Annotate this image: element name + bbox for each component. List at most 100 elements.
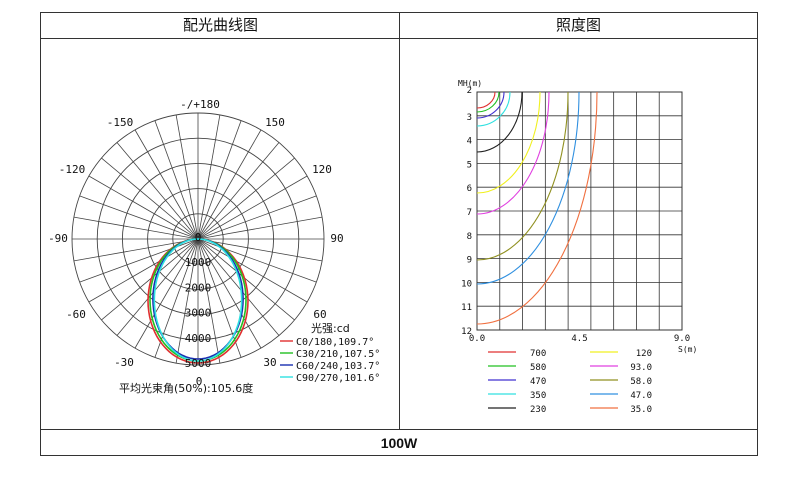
polar-radial-label: 5000: [185, 357, 212, 370]
photometric-sheet: 配光曲线图 照度图 100W: [40, 12, 758, 456]
polar-spoke: [116, 238, 199, 336]
polar-radial-label: 2000: [185, 281, 212, 294]
polar-angle-label: -30: [114, 356, 134, 369]
illum-legend-value: 58.0: [630, 377, 652, 387]
polar-spoke: [197, 142, 280, 240]
illum-legend-value: 47.0: [630, 391, 652, 401]
isolux-curve: [476, 91, 580, 285]
polar-spoke: [154, 120, 199, 240]
illum-y-tick: 6: [467, 184, 472, 194]
illum-legend-value: 350: [530, 391, 546, 401]
polar-spoke: [197, 238, 242, 358]
polar-curves: [147, 238, 249, 364]
isolux-curve: [476, 91, 511, 127]
beam-angle-note: 平均光束角(50%):105.6度: [119, 381, 253, 395]
polar-angle-label: -150: [107, 116, 134, 129]
illum-y-tick: 10: [461, 279, 472, 289]
polar-legend-label: C30/210,107.5°: [296, 349, 380, 360]
illum-x-tick: 4.5: [571, 334, 587, 344]
illuminance-labels: MH(m)2 3 4 5 6 7 8 9 10 11 120.0 4.5 9.0S(m): [458, 79, 697, 354]
isolux-curve: [476, 91, 523, 153]
isolux-curve: [476, 91, 550, 215]
polar-radial-label: 3000: [185, 307, 212, 320]
polar-spoke: [175, 238, 199, 364]
polar-spoke: [197, 238, 308, 303]
illum-y-tick: 2: [467, 86, 472, 96]
column-divider: [399, 13, 400, 429]
intensity-curve: [153, 238, 243, 362]
polar-angle-label: 0: [196, 375, 203, 388]
illum-x-tick: 9.0: [674, 334, 690, 344]
footer-divider: [41, 429, 757, 430]
polar-spoke: [197, 120, 242, 240]
polar-legend-label: C90/270,101.6°: [296, 373, 380, 384]
polar-spoke: [175, 114, 199, 240]
polar-spoke: [197, 216, 323, 240]
illum-legend-value: 230: [530, 405, 546, 415]
polar-radial-label: 4000: [185, 332, 212, 345]
polar-angle-label: 120: [312, 163, 332, 176]
isolux-curve: [476, 91, 598, 325]
polar-legend-label: C0/180,109.7°: [296, 337, 374, 348]
isolux-curve: [476, 91, 541, 194]
illum-y-tick: 9: [467, 256, 472, 266]
polar-radial-label: 0: [195, 231, 202, 244]
illum-y-tick: 12: [461, 327, 472, 337]
illum-y-tick: 3: [467, 113, 472, 123]
polar-spoke: [101, 238, 199, 321]
illum-y-tick: 8: [467, 232, 472, 242]
illum-y-tick: 4: [467, 137, 472, 147]
isolux-curve: [476, 91, 569, 261]
illum-legend-value: 35.0: [630, 405, 652, 415]
polar-angle-label: -90: [48, 232, 68, 245]
polar-spoke: [197, 195, 317, 240]
polar-spoke: [197, 157, 295, 240]
illum-legend-value: 93.0: [630, 363, 652, 373]
polar-spoke: [197, 129, 262, 240]
polar-spoke: [197, 238, 280, 336]
intensity-curve: [152, 238, 244, 360]
polar-angle-label: 90: [330, 232, 343, 245]
polar-spoke: [73, 216, 199, 240]
polar-angle-label: 60: [313, 308, 326, 321]
polar-legend-title: 光强:cd: [311, 321, 350, 335]
polar-spoke: [134, 238, 199, 349]
polar-chart-title: 配光曲线图: [182, 16, 258, 34]
isolux-curve: [476, 91, 500, 113]
polar-spoke: [116, 142, 199, 240]
illum-legend-value: 120: [636, 349, 652, 359]
polar-spoke: [79, 195, 199, 240]
illum-y-tick: 7: [467, 208, 472, 218]
polar-spoke: [197, 175, 308, 240]
isolux-curve: [476, 91, 505, 119]
illum-y-tick: 5: [467, 160, 472, 170]
polar-spoke: [101, 157, 199, 240]
polar-radial-label: 1000: [185, 256, 212, 269]
polar-labels: -/+180 -150 150 -120 120 -90 90 -60 60 -30 3000 100…: [48, 98, 380, 395]
illuminance-chart-title: 照度图: [555, 16, 601, 34]
illum-legend-value: 470: [530, 377, 546, 387]
polar-spoke: [134, 129, 199, 240]
polar-spoke: [197, 238, 262, 349]
polar-grid: [71, 112, 325, 366]
illum-x-axis-label: S(m): [678, 345, 697, 354]
polar-angle-label: -/+180: [180, 98, 220, 111]
illum-legend-value: 580: [530, 363, 546, 373]
illum-y-axis-label: MH(m): [458, 79, 482, 88]
polar-spoke: [154, 238, 199, 358]
polar-spoke: [197, 114, 221, 240]
polar-spoke: [88, 238, 199, 303]
polar-spoke: [88, 175, 199, 240]
illum-legend-value: 700: [530, 349, 546, 359]
polar-angle-label: -120: [59, 163, 86, 176]
polar-angle-label: -60: [66, 308, 86, 321]
illum-x-tick: 0.0: [469, 334, 485, 344]
illuminance-isolines: [476, 91, 598, 325]
intensity-curve: [147, 238, 249, 364]
polar-spoke: [197, 238, 221, 364]
polar-spoke: [197, 238, 295, 321]
polar-angle-label: 150: [265, 116, 285, 129]
polar-spoke: [197, 238, 323, 262]
